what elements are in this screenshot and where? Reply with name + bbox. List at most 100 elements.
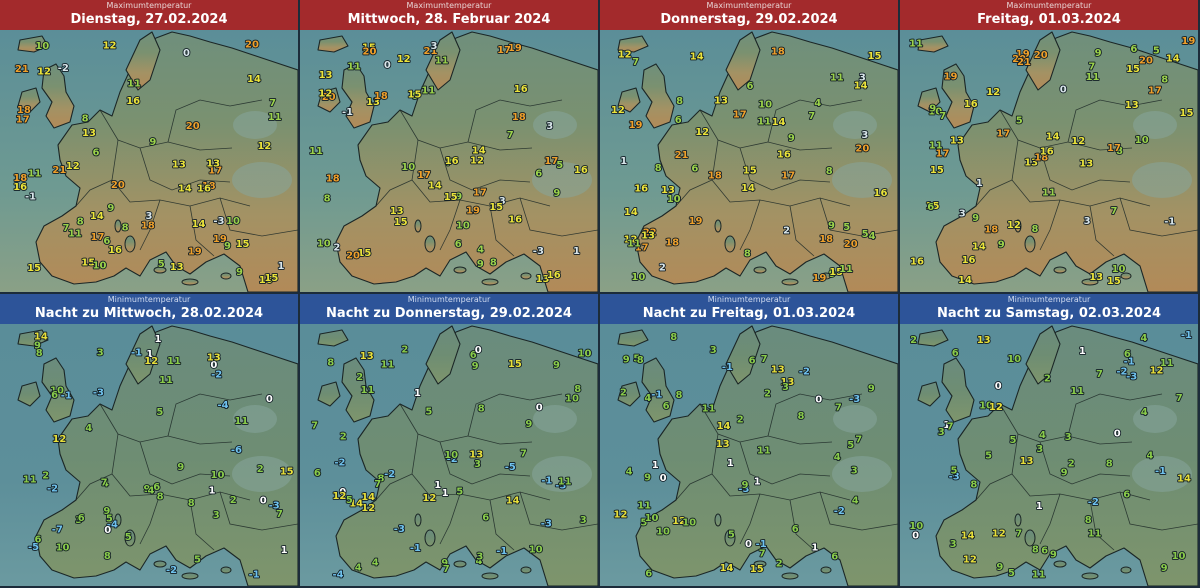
temperature-label: 18 (374, 91, 388, 102)
panel-max-3[interactable]: Maximumtemperatur Donnerstag, 29.02.2024… (600, 0, 898, 292)
map-canvas: -3-101-2-4-5-6-74567891011123210-1-2-3-4… (0, 324, 298, 586)
temperature-label: 4 (1141, 407, 1148, 418)
temperature-label: 1 (209, 486, 216, 497)
temperature-label: 11 (830, 73, 844, 84)
temperature-label: 13 (1079, 158, 1093, 169)
island-shape (1014, 513, 1022, 527)
country-border (819, 197, 898, 237)
island-shape (917, 381, 941, 407)
temperature-label: 13 (661, 185, 675, 196)
island-shape (17, 329, 49, 347)
panel-max-1[interactable]: Maximumtemperatur Dienstag, 27.02.2024 -… (0, 0, 298, 292)
country-border (789, 499, 815, 551)
island-shape (1014, 219, 1022, 233)
temperature-label: -2 (447, 454, 458, 465)
temperature-label: 17 (497, 45, 511, 56)
temperature-map: 2 3 4 2 1 5 6 7 8 9 10 12 13 11 14 15 16 17 18 19 20 21 22 19 18… (600, 30, 898, 292)
temperature-label: 14 (1177, 474, 1191, 485)
temperature-label: 20 (322, 92, 336, 103)
country-border (399, 403, 533, 445)
temperature-label: 13 (1024, 158, 1038, 169)
island-shape (941, 357, 975, 423)
country-border (399, 109, 533, 151)
temperature-map: 2 3 4 5 6 1 0 -1 -2 -3 3 4 5 6 7 8 9 10 11 12 13 14 10 9 8 7 6 5 4 3 2… (900, 324, 1198, 586)
temperature-label: 12 (470, 156, 484, 167)
temperature-label: 7 (947, 422, 954, 433)
temperature-label: 6 (952, 348, 959, 359)
temperature-label: 8 (36, 348, 43, 359)
temperature-label: 11 (1042, 188, 1056, 199)
island-shape (725, 325, 761, 385)
temperature-label: 11 (1160, 358, 1174, 369)
temperature-label: 8 (1032, 544, 1039, 555)
temperature-label: 16 (547, 270, 561, 281)
temperature-map: 1 0 -1 3 5 6 7 8 9 10 12 13 14 15 16 17 18 19 20 17 16 15 14 13… (900, 30, 1198, 292)
temperature-label: 14 (972, 242, 986, 253)
temperature-label: 5 (125, 532, 132, 543)
temperature-label: 0 (912, 531, 919, 542)
island-shape (424, 529, 436, 547)
temperature-label: 10 (226, 216, 240, 227)
temperature-label: 6 (747, 81, 754, 92)
panel-min-3[interactable]: Minimumtemperatur Nacht zu Freitag, 01.0… (600, 294, 898, 586)
temperature-label: 11 (268, 112, 282, 123)
temperature-label: 17 (733, 109, 747, 120)
temperature-label: 4 (372, 557, 379, 568)
temperature-label: 4 (1039, 430, 1046, 441)
temperature-label: 8 (676, 390, 683, 401)
temperature-label: 0 (1060, 84, 1067, 95)
country-border (99, 403, 233, 445)
temperature-label: 13 (1020, 456, 1034, 467)
panel-subtitle: Maximumtemperatur (1006, 1, 1092, 10)
temperature-label: 0 (475, 345, 482, 356)
temperature-label: 8 (798, 411, 805, 422)
temperature-label: 0 (1114, 429, 1121, 440)
panel-max-2[interactable]: Maximumtemperatur Mittwoch, 28. Februar … (300, 0, 598, 292)
temperature-label: 6 (675, 115, 682, 126)
temperature-label: 3 (546, 121, 553, 132)
country-border (467, 393, 563, 437)
temperature-label: 20 (1012, 54, 1026, 65)
temperature-label: 9 (929, 104, 936, 115)
temperature-label: 5 (633, 354, 640, 365)
temperature-label: 12 (986, 87, 1000, 98)
island-shape (617, 87, 641, 113)
panel-min-2[interactable]: Minimumtemperatur Nacht zu Donnerstag, 2… (300, 294, 598, 586)
temperature-label: -6 (231, 445, 242, 456)
temperature-label: 3 (213, 510, 220, 521)
temperature-label: 12 (318, 88, 332, 99)
temperature-label: 8 (655, 163, 662, 174)
country-border (767, 99, 863, 143)
temperature-label: 6 (1123, 489, 1130, 500)
temperature-label: 5 (985, 450, 992, 461)
temperature-label: 8 (1032, 224, 1039, 235)
temperature-label: 12 (1071, 136, 1085, 147)
temperature-label: -2 (47, 484, 58, 495)
temperature-label: 19 (213, 234, 227, 245)
temperature-label: 11 (637, 500, 651, 511)
temperature-label: 12 (963, 555, 977, 566)
temperature-label: -5 (505, 462, 516, 473)
temperature-label: 3 (476, 552, 483, 563)
temperature-label: 11 (347, 62, 361, 73)
country-border (1067, 393, 1163, 437)
temperature-label: 12 (1150, 365, 1164, 376)
temperature-label: 15 (829, 267, 843, 278)
temperature-label: 13 (771, 364, 785, 375)
country-border (375, 473, 413, 501)
temperature-label: 8 (1161, 75, 1168, 86)
panel-min-1[interactable]: Minimumtemperatur Nacht zu Mittwoch, 28.… (0, 294, 298, 586)
temperature-label: 11 (167, 356, 181, 367)
panel-min-4[interactable]: Minimumtemperatur Nacht zu Samstag, 02.0… (900, 294, 1198, 586)
country-border (519, 491, 598, 531)
temperature-label: 11 (702, 403, 716, 414)
temperature-label: 2 (1068, 458, 1075, 469)
island-shape (317, 329, 349, 347)
temperature-label: -3 (93, 387, 104, 398)
temperature-label: 7 (443, 564, 450, 575)
island-shape (781, 572, 799, 580)
temperature-label: 3 (859, 72, 866, 83)
temperature-label: 7 (855, 435, 862, 446)
